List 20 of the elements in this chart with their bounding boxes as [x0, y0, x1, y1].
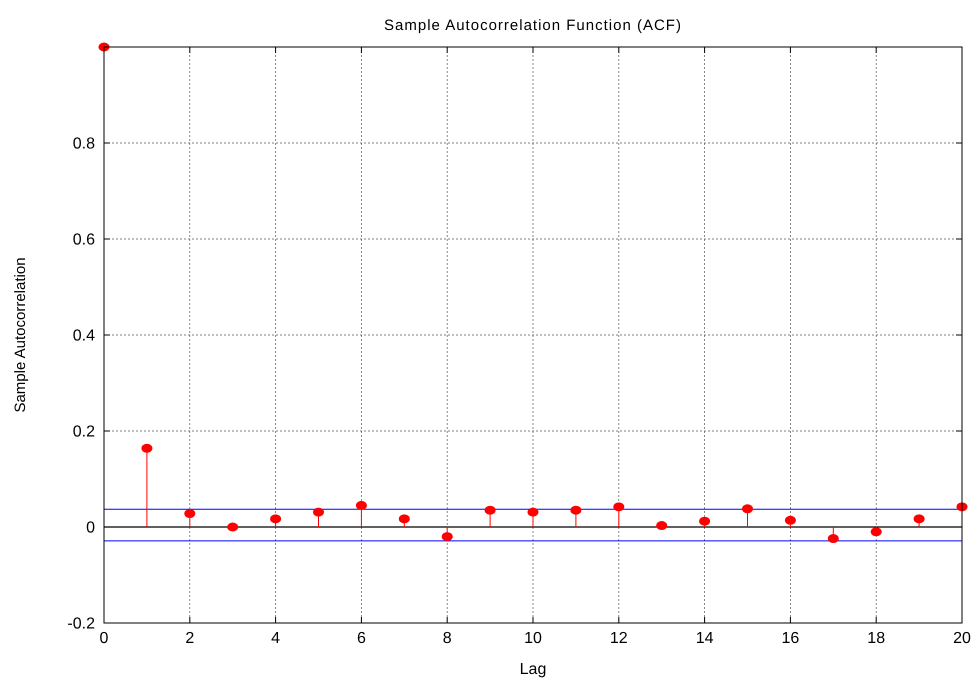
- y-tick-label: 0.8: [72, 136, 96, 153]
- y-tick-label: 0: [86, 520, 96, 537]
- y-axis-title: Sample Autocorrelation: [12, 257, 29, 413]
- chart-title: Sample Autocorrelation Function (ACF): [384, 17, 682, 34]
- y-tick-label: -0.2: [67, 616, 96, 633]
- x-tick-label: 0: [100, 630, 109, 647]
- x-tick-label: 4: [271, 630, 280, 647]
- x-tick-label: 16: [782, 630, 800, 647]
- x-tick-label: 2: [185, 630, 194, 647]
- y-tick-label: 0.4: [72, 328, 96, 345]
- x-axis-title: Lag: [520, 661, 546, 678]
- x-tick-label: 12: [610, 630, 628, 647]
- y-tick-label: 0.6: [72, 232, 96, 249]
- x-tick-label: 10: [524, 630, 542, 647]
- x-tick-label: 20: [953, 630, 971, 647]
- x-tick-label: 6: [356, 630, 366, 647]
- x-tick-label: 18: [867, 630, 886, 647]
- y-tick-label: 0.2: [72, 424, 96, 441]
- x-tick-label: 8: [442, 630, 452, 647]
- x-tick-label: 14: [696, 630, 714, 647]
